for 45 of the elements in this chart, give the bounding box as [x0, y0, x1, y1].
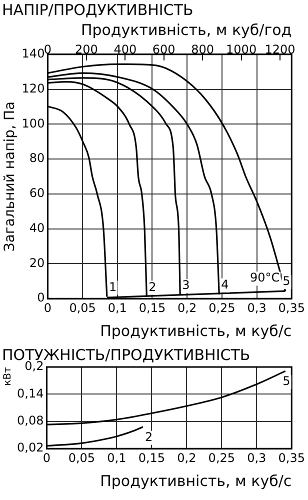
x-axis-title: Продуктивність, м куб/с	[100, 472, 292, 490]
x2-tick-label: 1200	[264, 42, 296, 56]
x-tick-label: 0,3	[247, 300, 266, 315]
y-tick-label: 0,14	[17, 386, 44, 400]
x-tick-label: 0,05	[68, 450, 96, 465]
x2-tick-label: 400	[114, 42, 137, 56]
y-tick-label: 140	[22, 46, 45, 61]
series-label: 5	[282, 274, 290, 288]
x2-tick-label: 800	[191, 42, 214, 56]
y-tick-label: 0	[37, 290, 45, 305]
x-tick-label: 0,35	[278, 300, 305, 315]
x2-axis-title: Продуктивність, м куб/год	[80, 20, 292, 39]
x-axis-title: Продуктивність, м куб/с	[100, 322, 292, 340]
x-tick-label: 0,1	[107, 450, 126, 465]
y-tick-label: 0,08	[17, 414, 44, 428]
series-label: 4	[221, 278, 229, 292]
series-label: 2	[144, 430, 153, 444]
series-label: 2	[148, 280, 156, 294]
x2-tick-label: 600	[152, 42, 176, 56]
y-tick-label: 20	[29, 256, 45, 270]
x-tick-label: 0,25	[208, 300, 236, 315]
series-label: 3	[182, 278, 190, 292]
x-tick-label: 0,2	[177, 450, 196, 465]
y-tick-label: 40	[29, 220, 45, 235]
x2-tick-label: 1000	[226, 42, 257, 56]
x-tick-label: 0,2	[178, 300, 197, 315]
y-tick-label: 80	[29, 151, 45, 166]
x-tick-label: 0,05	[69, 300, 96, 315]
y-axis-title: Загальний напір, Па	[2, 101, 18, 252]
x-tick-label: 0,3	[247, 450, 266, 465]
x-tick-label: 0,25	[208, 450, 236, 465]
series-label: 1	[108, 280, 117, 294]
y-tick-label: 100	[22, 116, 45, 130]
chart-title: НАПІР/ПРОДУКТИВНІСТЬ	[2, 0, 194, 19]
series-label: 5	[282, 374, 290, 388]
x-tick-label: 0,15	[138, 450, 166, 465]
y-axis-title: кВт	[2, 366, 14, 386]
x2-tick-label: 200	[74, 42, 98, 56]
y-tick-label: 120	[22, 81, 45, 96]
y-tick-label: 0,02	[17, 440, 44, 455]
annotation: 90°C	[250, 270, 280, 285]
x-tick-label: 0,1	[108, 300, 127, 315]
x-tick-label: 0,35	[278, 450, 305, 465]
y-tick-label: 60	[29, 186, 45, 200]
x-tick-label: 0,15	[138, 300, 166, 315]
